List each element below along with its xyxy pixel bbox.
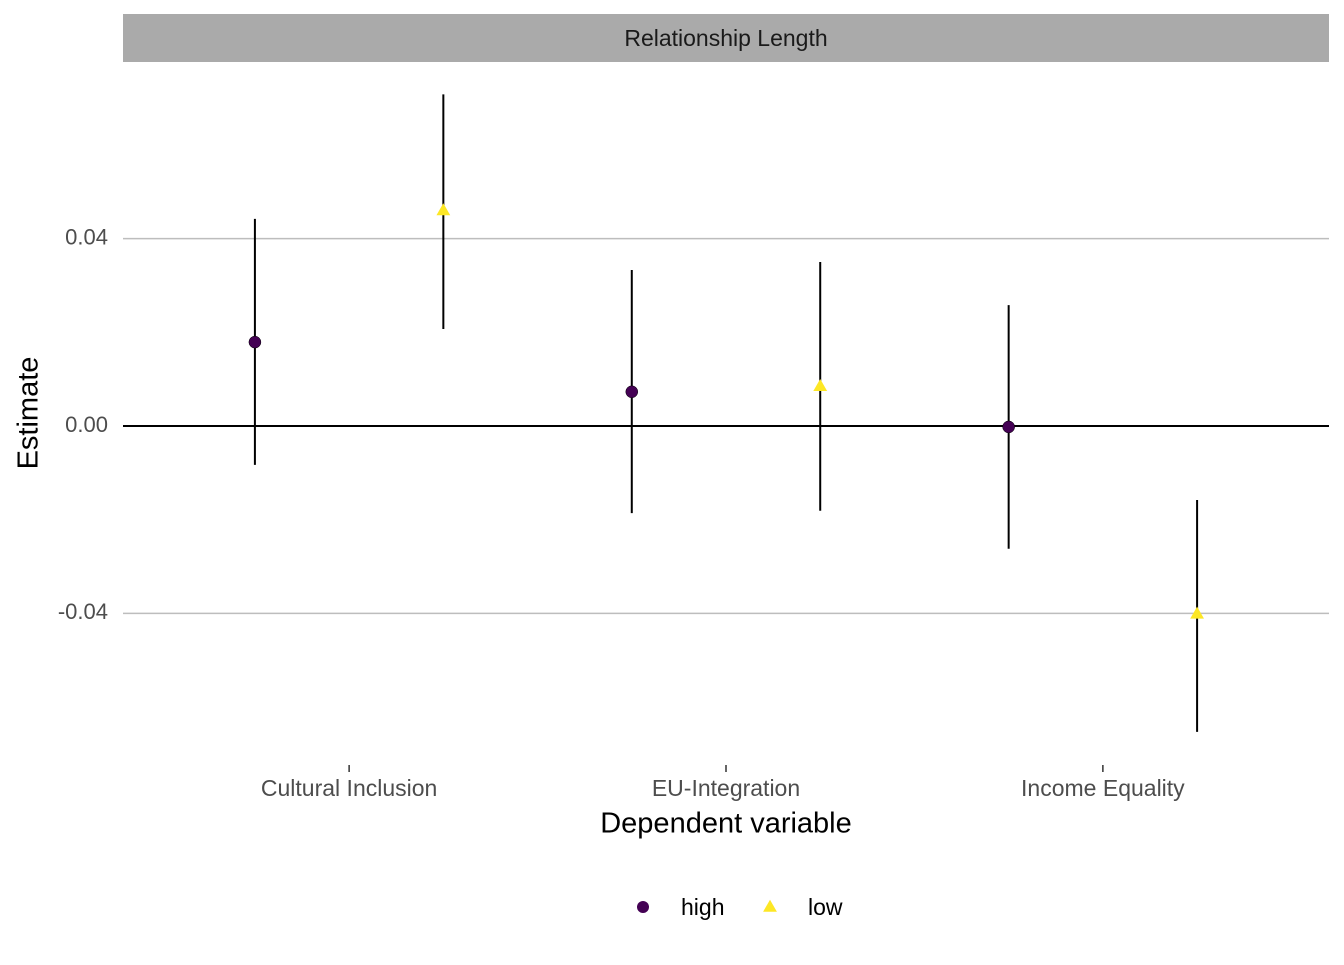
y-tick-label: 0.00 [65, 412, 108, 437]
legend-symbol [637, 901, 649, 913]
legend-label: high [681, 894, 724, 920]
facet-title: Relationship Length [624, 25, 827, 51]
y-tick-label: 0.04 [65, 224, 108, 249]
x-axis-title: Dependent variable [600, 808, 852, 840]
point [1190, 606, 1204, 619]
point [248, 335, 262, 349]
x-tick-label: EU-Integration [652, 775, 800, 801]
point [813, 378, 828, 391]
point [625, 385, 639, 399]
point [436, 203, 451, 216]
x-tick-label: Income Equality [1021, 775, 1185, 801]
y-tick-label: -0.04 [58, 599, 108, 624]
legend-label: low [808, 894, 843, 920]
legend-symbol [763, 899, 777, 912]
point [1002, 420, 1015, 434]
x-tick-label: Cultural Inclusion [261, 775, 437, 801]
y-axis-title: Estimate [13, 357, 45, 470]
facet-strip [123, 14, 1329, 62]
